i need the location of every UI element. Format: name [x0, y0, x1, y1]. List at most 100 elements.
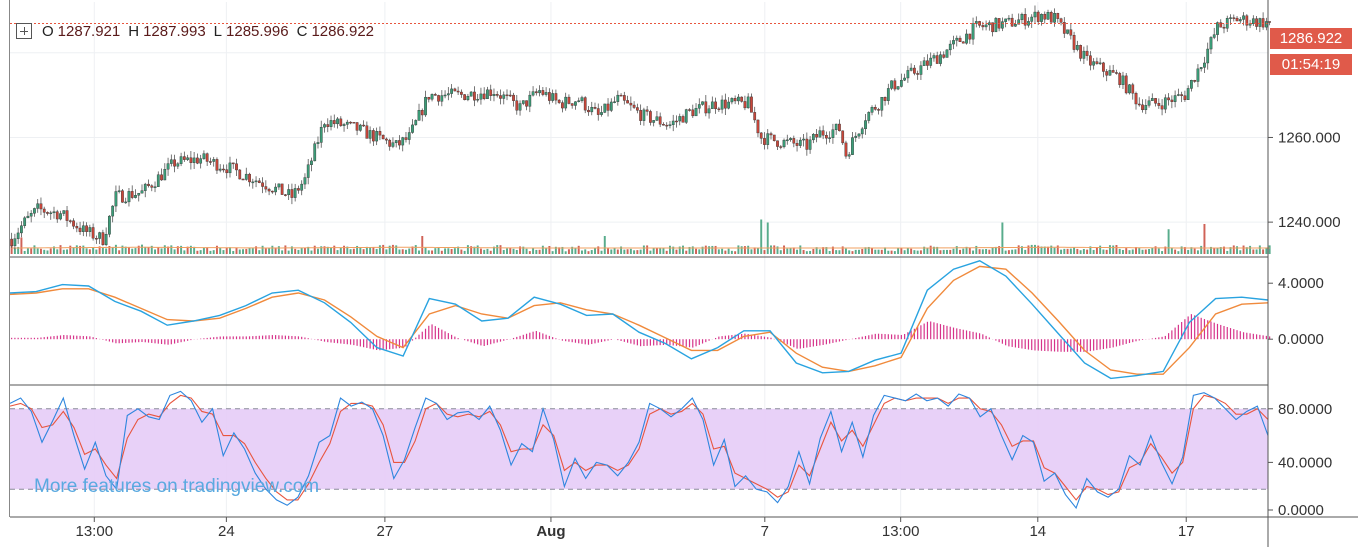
volume-bar	[802, 249, 805, 254]
candle-body	[1128, 84, 1131, 94]
candle-body	[466, 96, 470, 101]
candle-body	[202, 153, 206, 159]
volume-bar	[170, 245, 173, 254]
volume-bar	[991, 247, 994, 254]
volume-bar	[180, 245, 183, 254]
volume-bar	[98, 246, 101, 254]
volume-bar	[1200, 245, 1203, 254]
candle-body	[828, 137, 832, 139]
volume-bar	[26, 248, 29, 254]
candle-body	[531, 91, 535, 96]
stoch-y-tick-label: 80.0000	[1278, 401, 1332, 418]
volume-bar	[219, 247, 222, 254]
candle-body	[72, 220, 75, 227]
candle-body	[329, 120, 333, 127]
candle-body	[173, 159, 176, 167]
volume-bar	[1177, 251, 1180, 254]
candle-body	[147, 183, 150, 186]
candle-body	[841, 130, 845, 144]
volume-bar	[476, 245, 479, 254]
candle-body	[300, 183, 304, 191]
volume-bar	[535, 249, 538, 254]
candle-body	[1173, 95, 1177, 102]
volume-bar	[740, 246, 743, 254]
candle-body	[528, 94, 532, 107]
volume-bar	[395, 245, 398, 254]
candle-body	[186, 157, 189, 160]
candle-body	[961, 41, 965, 44]
volume-bar	[274, 247, 277, 254]
volume-bar	[450, 249, 453, 254]
candle-body	[890, 80, 893, 89]
candle-body	[130, 191, 134, 198]
candle-body	[150, 185, 154, 188]
volume-bar	[779, 250, 782, 254]
candle-body	[345, 121, 349, 125]
candle-body	[450, 88, 453, 94]
volume-bar	[610, 249, 613, 254]
volume-bar	[567, 249, 570, 254]
volume-bar	[906, 247, 909, 254]
volume-bar	[1151, 247, 1154, 254]
candle-body	[251, 181, 255, 184]
volume-bar	[206, 247, 209, 254]
volume-bar	[1128, 250, 1131, 254]
candle-body	[958, 37, 962, 43]
candle-body	[626, 100, 629, 104]
volume-bar	[721, 248, 724, 254]
candle-body	[111, 205, 115, 217]
volume-bar	[1148, 249, 1151, 254]
candle-body	[763, 138, 766, 145]
volume-bar	[378, 245, 381, 254]
candle-body	[596, 108, 600, 115]
volume-bar	[424, 247, 427, 254]
volume-bar	[1245, 247, 1248, 254]
candle-body	[248, 173, 251, 183]
candle-body	[1079, 45, 1082, 59]
volume-bar	[701, 246, 704, 254]
volume-bar	[1086, 249, 1089, 254]
candle-body	[606, 103, 610, 111]
last-price-badge: 1286.922	[1270, 28, 1352, 49]
volume-bar	[965, 246, 968, 254]
candle-body	[974, 21, 978, 24]
candle-body	[65, 210, 69, 221]
candle-body	[375, 131, 379, 142]
volume-bar	[756, 247, 759, 254]
volume-bar	[652, 247, 655, 254]
candle-body	[104, 234, 108, 245]
candle-body	[62, 210, 66, 214]
candle-body	[1268, 21, 1272, 23]
volume-bar	[893, 251, 896, 254]
candle-body	[899, 79, 903, 87]
candle-body	[407, 132, 411, 140]
candle-body	[137, 192, 141, 196]
candle-body	[23, 217, 27, 226]
volume-bar	[1258, 245, 1261, 254]
legend-toggle-icon[interactable]	[16, 23, 32, 39]
candle-body	[684, 109, 688, 123]
candle-body	[306, 164, 310, 178]
volume-bar	[1004, 250, 1007, 254]
watermark-link[interactable]: More features on tradingview.com	[34, 476, 320, 497]
volume-bar	[437, 247, 440, 254]
volume-bar	[108, 246, 111, 254]
volume-bar	[114, 244, 117, 254]
volume-bar	[10, 245, 13, 254]
volume-bar	[1232, 245, 1235, 254]
candle-body	[1229, 17, 1232, 19]
candle-body	[499, 95, 502, 99]
volume-bar	[346, 246, 349, 254]
candle-body	[391, 142, 395, 147]
candle-body	[134, 195, 137, 198]
volume-bar	[675, 249, 678, 254]
volume-bar	[867, 246, 870, 254]
candle-body	[238, 169, 242, 180]
stoch-y-tick-label: 0.0000	[1278, 502, 1324, 519]
candle-body	[932, 55, 936, 59]
candle-body	[469, 91, 473, 97]
macd-y-tick-label: 0.0000	[1278, 331, 1324, 348]
volume-bar	[1056, 245, 1059, 254]
x-tick-label: 13:00	[76, 523, 114, 540]
volume-bar	[626, 249, 629, 254]
